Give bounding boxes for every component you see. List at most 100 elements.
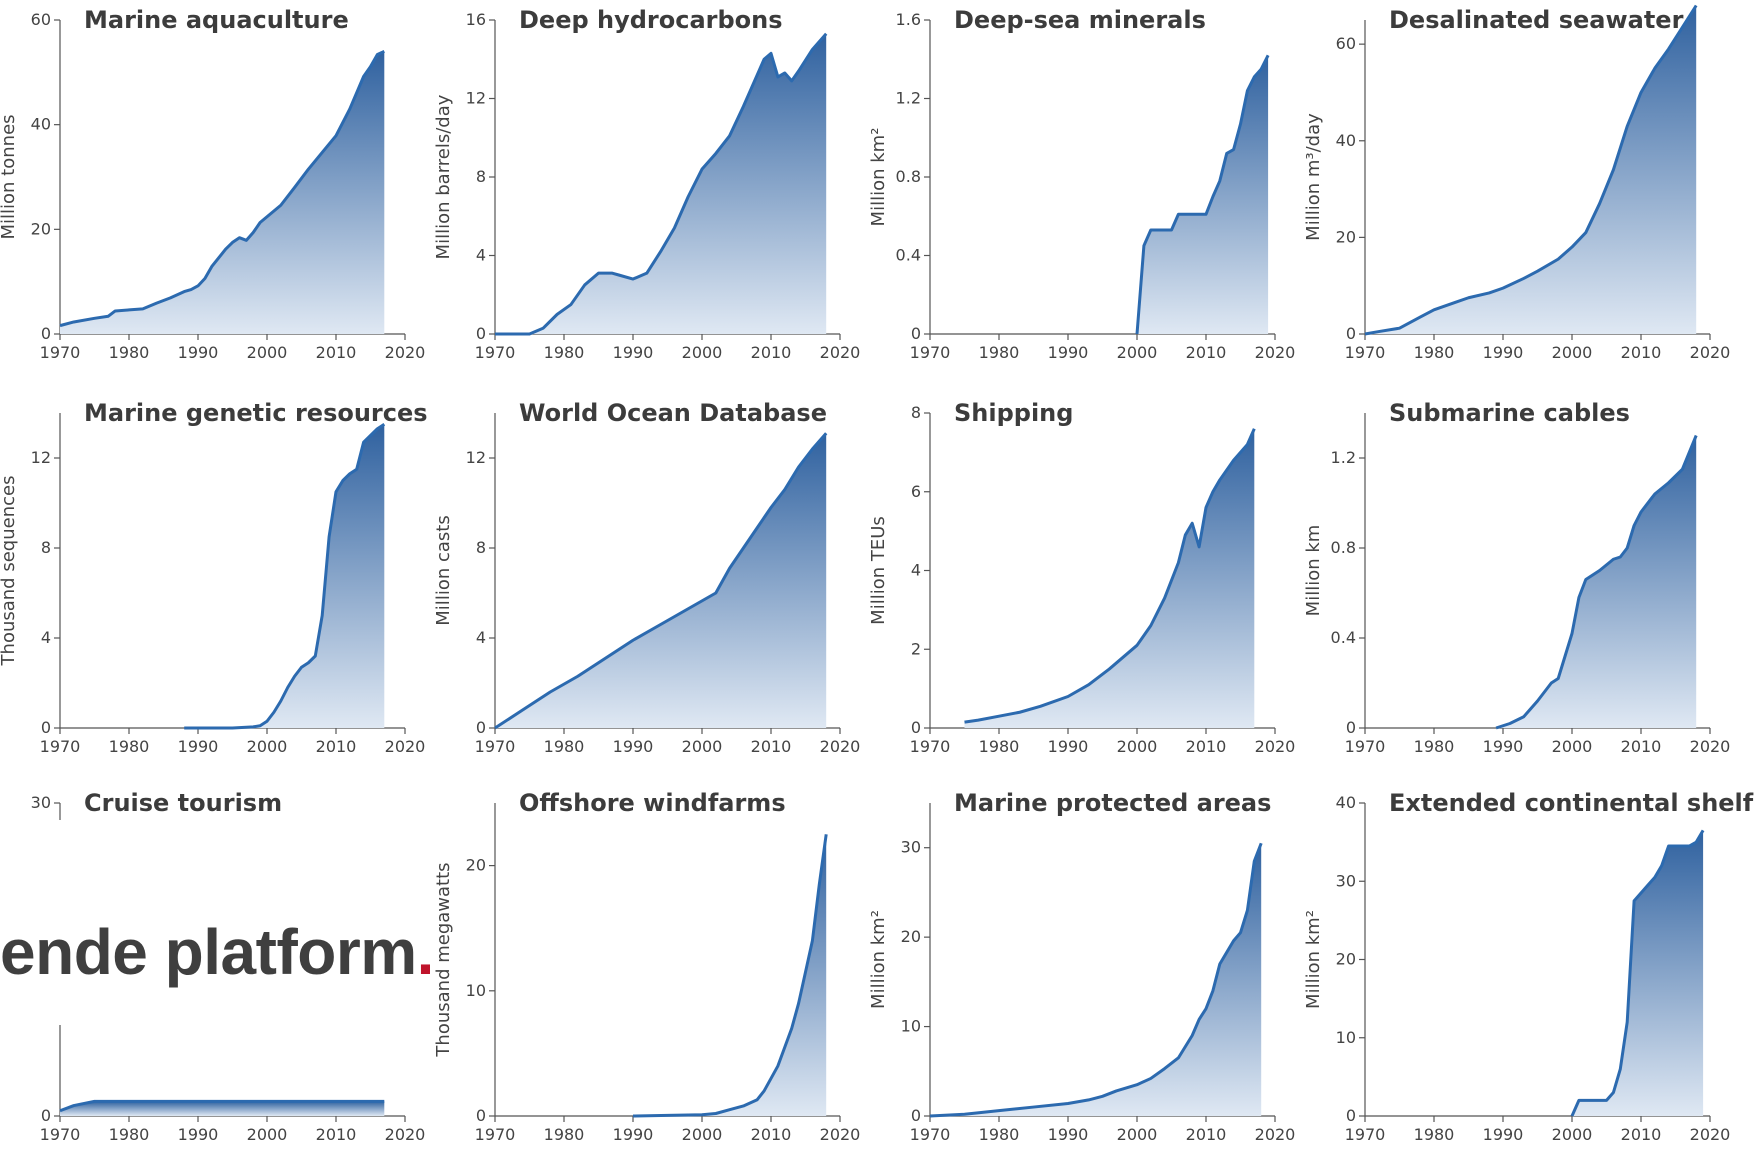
series-line — [1495, 434, 1698, 730]
y-tick-label: 4 — [911, 561, 921, 580]
y-tick-label: 30 — [1336, 871, 1356, 890]
x-tick-label: 2020 — [1690, 1125, 1731, 1144]
x-tick-label: 2000 — [1552, 737, 1593, 756]
x-tick-label: 2020 — [385, 1125, 426, 1144]
x-tick-label: 1970 — [475, 1125, 516, 1144]
x-tick-label: 2010 — [751, 1125, 792, 1144]
y-tick-label: 0 — [911, 324, 921, 343]
y-tick-label: 40 — [31, 115, 51, 134]
x-tick-label: 1970 — [475, 737, 516, 756]
series-area — [1137, 55, 1269, 334]
chart-panel-4: 1970 1980 1990 2000 2010 2020 0 20 40 60 Desalinat… — [1303, 4, 1730, 362]
series-area — [1365, 5, 1697, 335]
chart-panel-6: 1970 1980 1990 2000 2010 2020 0 4 8 12 World Ocean… — [433, 399, 860, 756]
x-tick-label: 1980 — [1414, 1125, 1455, 1144]
x-tick-label: 2010 — [1186, 343, 1227, 362]
x-tick-label: 2020 — [385, 343, 426, 362]
chart-panel-1: 1970 1980 1990 2000 2010 2020 0 20 40 60 Marine aq… — [0, 6, 425, 362]
x-tick-label: 1990 — [178, 737, 219, 756]
y-tick-label: 10 — [1336, 1028, 1356, 1047]
x-tick-label: 2010 — [751, 343, 792, 362]
series-line — [184, 422, 386, 730]
x-tick-label: 2010 — [1621, 343, 1662, 362]
chart-title: Submarine cables — [1389, 399, 1630, 427]
y-tick-label: 0.4 — [1331, 628, 1356, 647]
chart-panel-7: 1970 1980 1990 2000 2010 2020 0 2 4 6 8 Shipping Mil… — [868, 399, 1295, 756]
y-tick-label: 6 — [911, 482, 921, 501]
chart-title: Extended continental shelf — [1389, 789, 1754, 817]
y-tick-label: 40 — [1336, 793, 1356, 812]
x-tick-label: 1990 — [1483, 1125, 1524, 1144]
x-tick-label: 2020 — [820, 737, 861, 756]
series-line — [494, 432, 828, 730]
chart-title: Marine protected areas — [954, 789, 1271, 817]
chart-title: Deep hydrocarbons — [519, 6, 783, 34]
x-tick-label: 2010 — [316, 343, 357, 362]
x-tick-label: 2020 — [1255, 737, 1296, 756]
y-tick-label: 1.2 — [896, 89, 921, 108]
x-tick-label: 2010 — [316, 737, 357, 756]
y-axis-label: Million casts — [433, 515, 454, 625]
y-tick-label: 0.8 — [896, 167, 921, 186]
y-tick-label: 20 — [1336, 227, 1356, 246]
x-tick-label: 1980 — [109, 1125, 150, 1144]
x-tick-label: 1990 — [613, 737, 654, 756]
series-area — [1496, 435, 1697, 728]
chart-panel-9: 1970 1980 1990 2000 2010 2020 0 30 Cruise touris… — [31, 789, 426, 1144]
x-tick-label: 1990 — [613, 1125, 654, 1144]
overlay-caption-text: ende platform — [0, 916, 417, 988]
x-tick-label: 2000 — [682, 737, 723, 756]
y-axis-label: Million m³/day — [1303, 113, 1324, 241]
y-tick-label: 60 — [1336, 34, 1356, 53]
y-tick-label: 0 — [41, 718, 51, 737]
x-tick-label: 1990 — [613, 343, 654, 362]
y-tick-label: 1.6 — [896, 10, 921, 29]
series-area — [60, 51, 385, 335]
y-axis-label: Thousand sequences — [0, 476, 19, 667]
x-tick-label: 1970 — [1345, 737, 1386, 756]
x-tick-label: 1980 — [544, 1125, 585, 1144]
y-tick-label: 40 — [1336, 131, 1356, 150]
x-tick-label: 1970 — [1345, 343, 1386, 362]
x-tick-label: 1980 — [1414, 737, 1455, 756]
x-tick-label: 1970 — [910, 737, 951, 756]
x-tick-label: 2020 — [1255, 1125, 1296, 1144]
x-tick-label: 2000 — [682, 343, 723, 362]
y-tick-label: 0 — [911, 1106, 921, 1125]
y-tick-label: 20 — [31, 219, 51, 238]
chart-panel-5: 1970 1980 1990 2000 2010 2020 0 4 8 12 Marine gene… — [0, 399, 428, 756]
x-tick-label: 2000 — [247, 343, 288, 362]
chart-panel-8: 1970 1980 1990 2000 2010 2020 0 0.4 0.8 1.2 Submar… — [1303, 399, 1730, 756]
y-tick-label: 0 — [911, 718, 921, 737]
series-line — [1364, 4, 1698, 336]
series-line — [964, 428, 1256, 724]
y-tick-label: 4 — [476, 628, 486, 647]
x-tick-label: 1980 — [544, 343, 585, 362]
x-tick-label: 1980 — [544, 737, 585, 756]
y-axis-label: Million km² — [1303, 910, 1324, 1009]
x-tick-label: 2010 — [1621, 737, 1662, 756]
x-tick-label: 2000 — [247, 737, 288, 756]
x-tick-label: 1980 — [979, 737, 1020, 756]
series-area — [60, 1101, 385, 1116]
series-line — [1135, 54, 1270, 335]
y-tick-label: 0.4 — [896, 246, 921, 265]
x-tick-label: 1990 — [1483, 343, 1524, 362]
y-tick-label: 30 — [901, 838, 921, 857]
x-tick-label: 1970 — [40, 1125, 81, 1144]
chart-title: World Ocean Database — [519, 399, 827, 427]
y-tick-label: 0 — [41, 324, 51, 343]
y-tick-label: 4 — [476, 246, 486, 265]
y-axis-label: Million km — [1303, 525, 1324, 617]
x-tick-label: 2020 — [820, 343, 861, 362]
y-tick-label: 0.8 — [1331, 538, 1356, 557]
series-line — [1570, 829, 1705, 1117]
x-tick-label: 2020 — [1255, 343, 1296, 362]
chart-panel-2: 1970 1980 1990 2000 2010 2020 0 4 8 12 16 Deep hydr… — [433, 6, 860, 362]
y-tick-label: 4 — [41, 628, 51, 647]
chart-title: Shipping — [954, 399, 1073, 427]
chart-title: Offshore windfarms — [519, 789, 786, 817]
y-tick-label: 8 — [911, 403, 921, 422]
chart-title: Marine aquaculture — [84, 6, 349, 34]
